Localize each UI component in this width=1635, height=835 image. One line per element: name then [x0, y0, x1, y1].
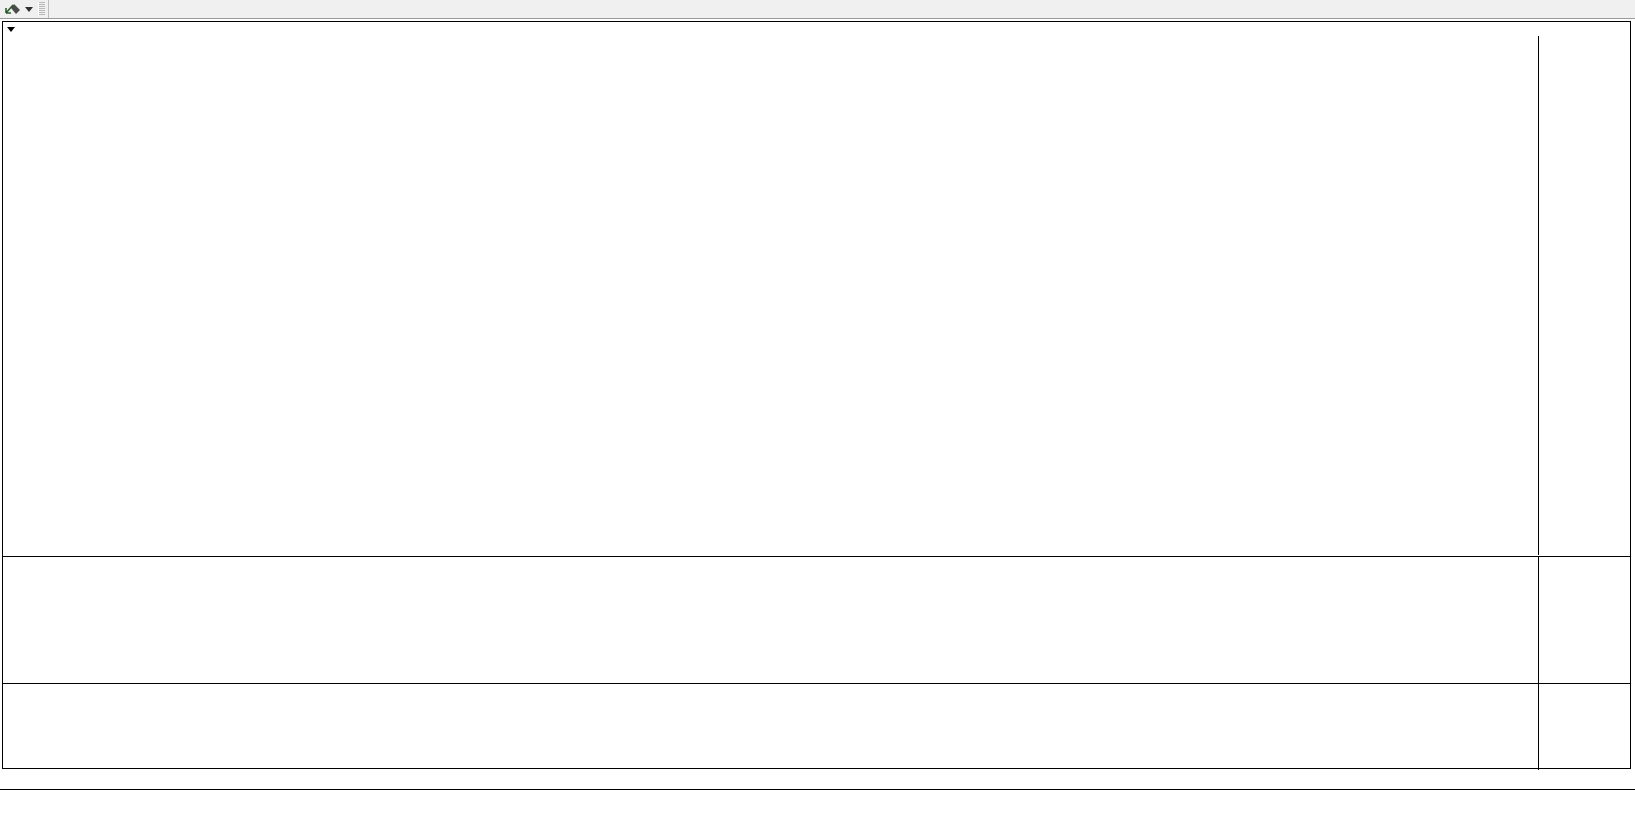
macd-scale: [1538, 684, 1630, 770]
chevron-down-icon[interactable]: [25, 7, 33, 12]
macd-plot-area[interactable]: [3, 684, 1538, 770]
price-pane: [3, 36, 1630, 555]
symbol-quote-bar: [3, 22, 1630, 36]
chevron-down-icon[interactable]: [7, 26, 15, 32]
crosshair-cursor-icon[interactable]: [3, 2, 23, 16]
date-axis: [2, 770, 1631, 786]
main-toolbar: [0, 0, 1635, 19]
chart-window: [2, 21, 1631, 770]
timeframe-button-group: [48, 0, 49, 18]
rsi-scale: [1538, 557, 1630, 683]
rsi-plot-area[interactable]: [3, 557, 1538, 683]
chart-tab-strip: [0, 789, 1635, 835]
candlestick-chart: [3, 36, 1538, 555]
rsi-line-chart: [3, 557, 1538, 682]
macd-pane: [3, 683, 1630, 770]
price-scale[interactable]: [1538, 36, 1630, 555]
macd-histogram-chart: [3, 684, 1538, 769]
rsi-pane: [3, 556, 1630, 683]
price-plot-area[interactable]: [3, 36, 1538, 555]
toolbar-grip[interactable]: [38, 2, 45, 16]
